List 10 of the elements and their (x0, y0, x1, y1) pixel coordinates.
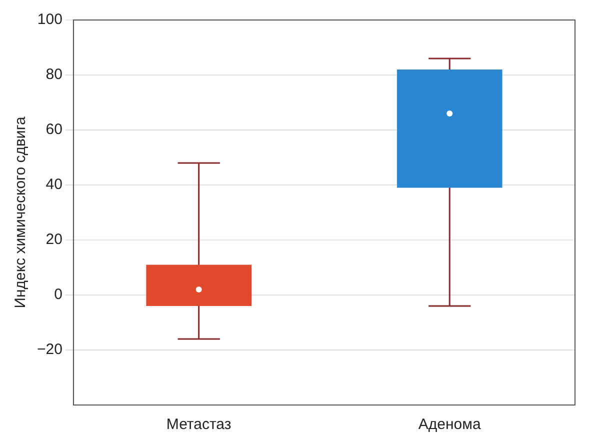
y-tick-label: 60 (46, 121, 62, 138)
x-tick-label: Метастаз (166, 416, 232, 434)
x-tick-label: Аденома (418, 416, 482, 434)
y-axis-title: Индекс химического сдвига (12, 116, 30, 308)
y-tick-label: 0 (54, 286, 62, 304)
y-tick-label: 80 (46, 66, 62, 84)
y-tick-label: 40 (46, 176, 62, 194)
y-tick-label: −20 (36, 341, 62, 358)
y-tick-label: 20 (46, 231, 62, 248)
y-tick-label: 100 (37, 11, 62, 28)
